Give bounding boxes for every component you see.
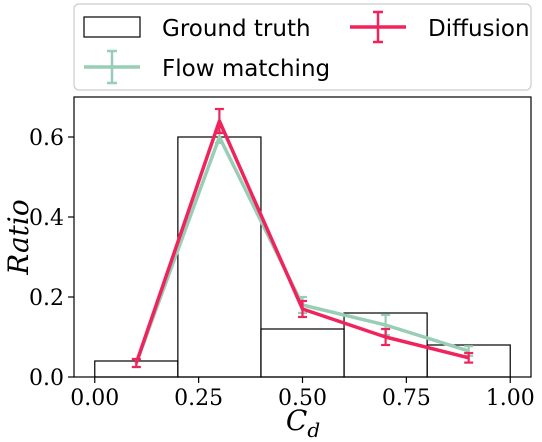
error-bar <box>131 357 141 369</box>
y-tick-label: 0.4 <box>29 206 64 231</box>
legend: Ground truth Flow matching Diffusion <box>73 3 532 91</box>
x-tick-label: 1.00 <box>486 386 535 411</box>
legend-frame <box>73 3 532 91</box>
legend-ground-truth-label: Ground truth <box>162 16 311 42</box>
series-1 <box>131 107 474 369</box>
series-lines <box>131 107 474 369</box>
x-tick-label: 0.00 <box>70 386 119 411</box>
series-0 <box>131 129 474 369</box>
y-tick-label: 0.2 <box>29 286 64 311</box>
y-tick-label: 0.0 <box>29 366 64 391</box>
error-bar <box>298 299 307 319</box>
y-tick-label: 0.6 <box>29 126 64 151</box>
x-tick-label: 0.75 <box>382 386 431 411</box>
legend-diffusion-label: Diffusion <box>428 16 530 42</box>
x-tick-label: 0.25 <box>174 386 223 411</box>
legend-flow-matching-swatch <box>84 49 140 85</box>
error-bar <box>214 107 224 135</box>
plot-frame <box>73 96 532 378</box>
error-bar <box>464 351 474 364</box>
legend-flow-matching-label: Flow matching <box>162 56 330 82</box>
histogram-bar <box>177 136 262 378</box>
y-axis-label: Ratio <box>2 199 35 275</box>
legend-ground-truth-swatch <box>83 16 141 38</box>
series-line <box>134 119 470 364</box>
y-axis-ticks: 0.0 0.2 0.4 0.6 <box>29 126 74 391</box>
x-axis-label: Cd <box>286 404 320 442</box>
legend-diffusion-swatch <box>350 10 406 44</box>
histogram-bars <box>94 136 511 378</box>
histogram-bar <box>260 328 345 378</box>
x-tick-label: 0.50 <box>278 386 327 411</box>
error-bar <box>381 327 391 347</box>
x-axis-ticks: 0.00 0.25 0.50 0.75 1.00 <box>70 377 535 411</box>
